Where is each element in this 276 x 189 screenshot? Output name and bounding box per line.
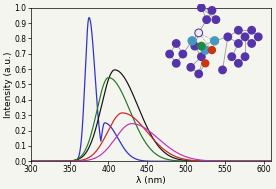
Circle shape <box>201 46 209 54</box>
Circle shape <box>195 29 202 37</box>
Circle shape <box>172 40 180 47</box>
Circle shape <box>203 16 210 23</box>
Circle shape <box>248 40 255 47</box>
Circle shape <box>228 53 235 60</box>
Circle shape <box>195 70 202 78</box>
Y-axis label: Intensity (a.u.): Intensity (a.u.) <box>4 51 13 118</box>
Circle shape <box>224 33 232 41</box>
Circle shape <box>202 60 209 67</box>
Circle shape <box>187 64 195 71</box>
Circle shape <box>235 60 242 67</box>
Circle shape <box>191 42 198 50</box>
Circle shape <box>235 40 242 47</box>
Circle shape <box>196 30 201 36</box>
Circle shape <box>248 26 255 34</box>
Circle shape <box>241 33 249 41</box>
Circle shape <box>198 53 205 60</box>
Circle shape <box>172 60 180 67</box>
Circle shape <box>166 50 173 58</box>
Circle shape <box>241 53 249 60</box>
Circle shape <box>208 47 215 53</box>
Circle shape <box>235 26 242 34</box>
X-axis label: λ (nm): λ (nm) <box>136 176 166 185</box>
Circle shape <box>254 33 262 41</box>
Circle shape <box>198 42 205 50</box>
Circle shape <box>179 50 187 58</box>
Circle shape <box>208 7 216 14</box>
Circle shape <box>212 16 220 23</box>
Circle shape <box>211 37 219 45</box>
Circle shape <box>219 66 226 74</box>
Circle shape <box>198 4 205 12</box>
Circle shape <box>188 37 196 45</box>
